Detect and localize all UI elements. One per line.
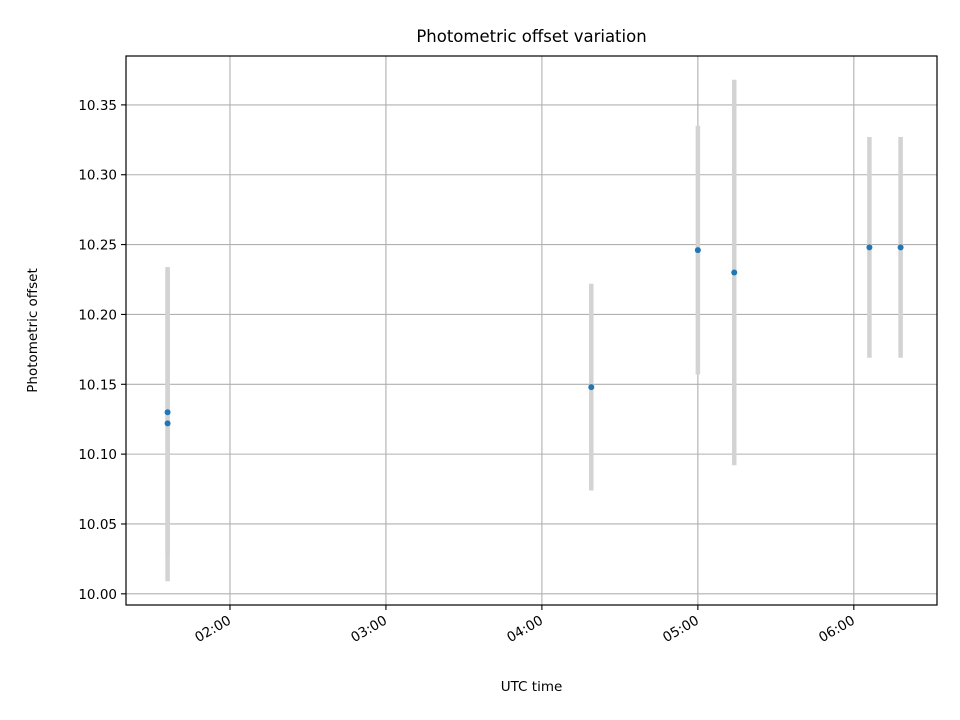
data-point [164, 409, 171, 416]
data-point [694, 247, 701, 254]
data-points [164, 244, 904, 427]
y-tick-label: 10.25 [78, 238, 117, 254]
y-tick-label: 10.05 [78, 517, 117, 533]
data-point [897, 244, 904, 251]
y-tick-label: 10.15 [78, 377, 117, 393]
grid [126, 56, 937, 605]
data-point [164, 420, 171, 427]
y-tick-label: 10.10 [78, 447, 117, 463]
y-axis-label: Photometric offset [25, 268, 41, 392]
data-point [588, 384, 595, 391]
chart-title: Photometric offset variation [416, 27, 646, 46]
data-point [866, 244, 873, 251]
y-axis-ticks: 10.00 10.05 10.10 10.15 10.20 10.25 10.30 10.35 [78, 98, 126, 603]
y-tick-label: 10.20 [78, 307, 117, 323]
y-tick-label: 10.00 [78, 587, 117, 603]
y-tick-label: 10.30 [78, 168, 117, 184]
plot-area-frame [125, 55, 938, 606]
y-tick-label: 10.35 [78, 98, 117, 114]
x-axis-label: UTC time [501, 679, 563, 695]
data-point [731, 269, 738, 276]
